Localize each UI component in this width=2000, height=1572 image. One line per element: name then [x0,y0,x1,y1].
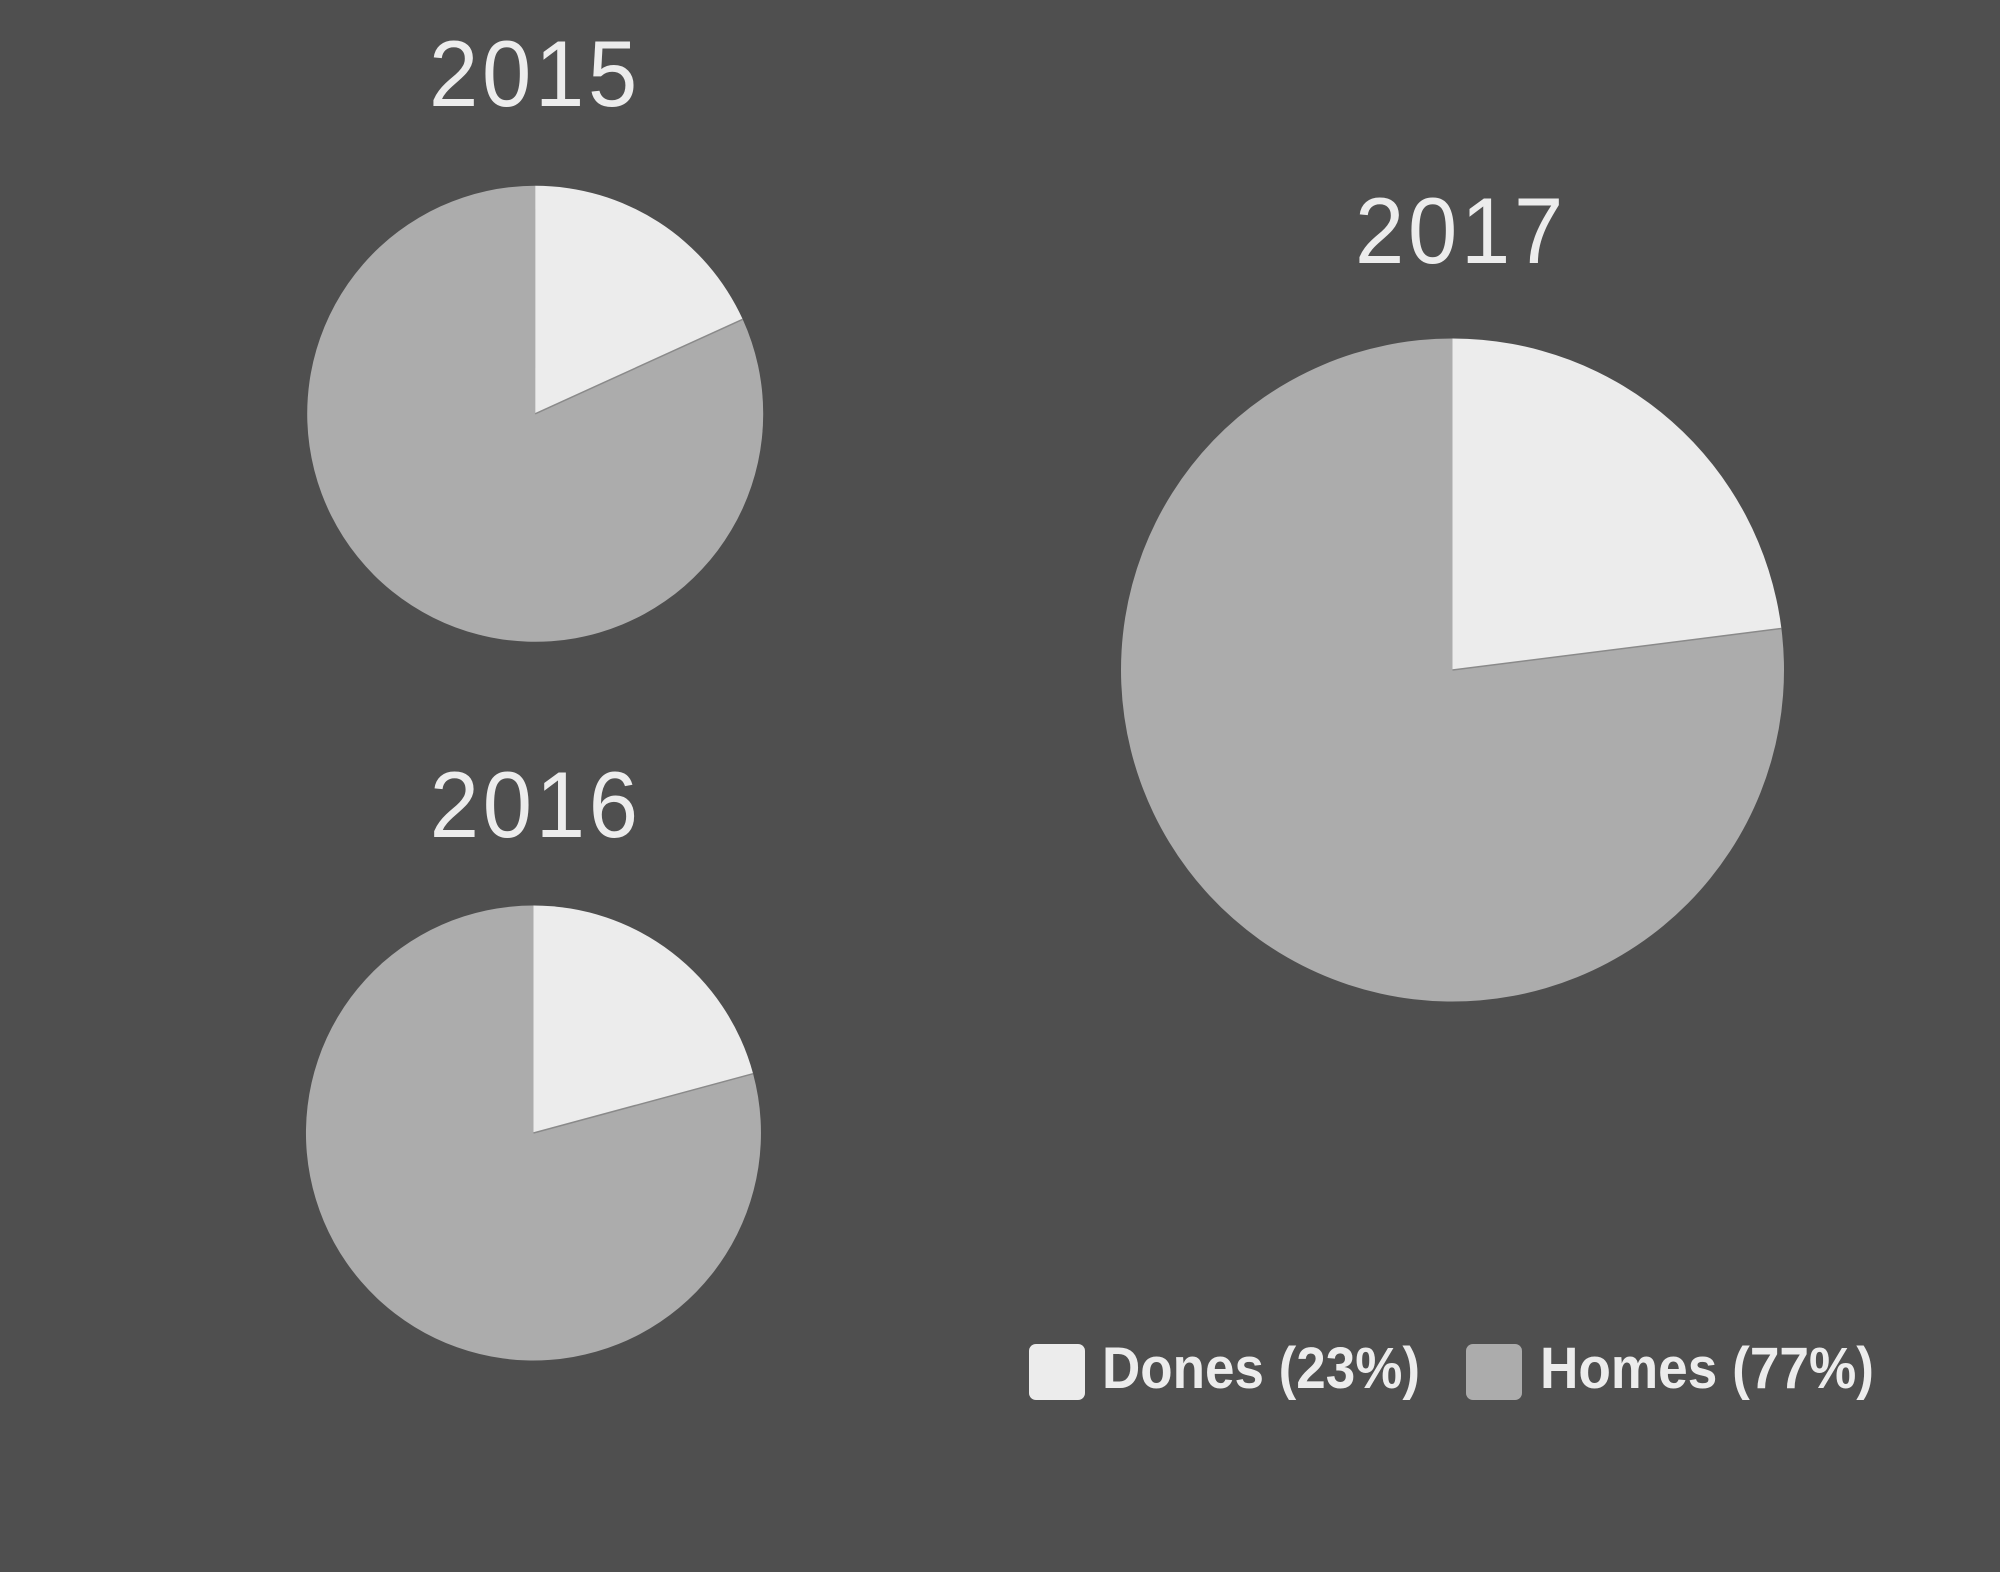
svg-text:Homes (77%): Homes (77%) [1540,1336,1874,1401]
svg-text:2017: 2017 [1355,178,1567,283]
svg-text:2016: 2016 [430,752,642,857]
svg-text:Dones (23%): Dones (23%) [1102,1336,1420,1401]
svg-text:2015: 2015 [429,21,641,126]
